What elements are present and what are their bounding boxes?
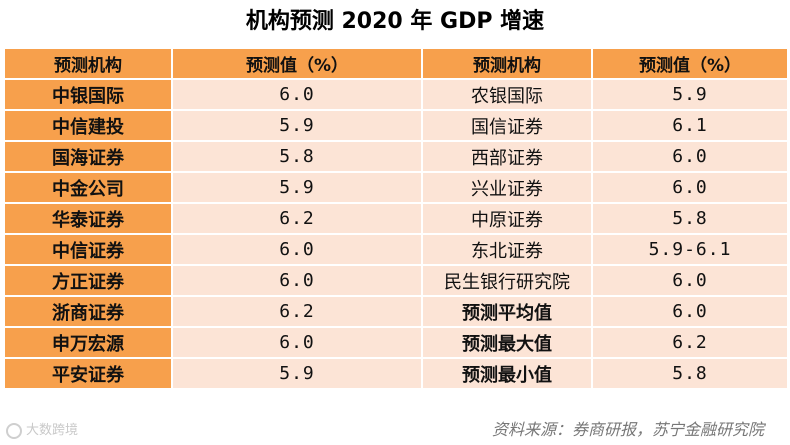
value-right: 5.8 (591, 202, 789, 235)
summary-value-min: 5.8 (591, 357, 789, 390)
gdp-forecast-table: 预测机构 预测值（%） 预测机构 预测值（%） 中银国际 6.0 农银国际 5.… (3, 47, 789, 390)
source-note: 资料来源：券商研报，苏宁金融研究院 (491, 420, 764, 439)
table-row: 平安证券 5.9 预测最小值 5.8 (3, 357, 789, 390)
value-left: 6.2 (171, 202, 423, 235)
org-right: 西部证券 (421, 140, 593, 173)
org-left: 中银国际 (3, 78, 173, 111)
table-title: 机构预测 2020 年 GDP 增速 (245, 9, 545, 34)
watermark-logo-icon (6, 422, 22, 439)
org-left: 浙商证券 (3, 295, 173, 328)
value-right: 6.0 (591, 264, 789, 297)
header-org-2: 预测机构 (421, 47, 593, 80)
summary-value-average: 6.0 (591, 295, 789, 328)
org-right: 中原证券 (421, 202, 593, 235)
value-left: 6.0 (171, 264, 423, 297)
value-left: 6.2 (171, 295, 423, 328)
header-value-1: 预测值（%） (171, 47, 423, 80)
org-right: 民生银行研究院 (421, 264, 593, 297)
value-left: 6.0 (171, 326, 423, 359)
org-right: 兴业证券 (421, 171, 593, 204)
header-value-2: 预测值（%） (591, 47, 789, 80)
table-row: 申万宏源 6.0 预测最大值 6.2 (3, 326, 789, 359)
org-right: 农银国际 (421, 78, 593, 111)
value-left: 5.9 (171, 171, 423, 204)
summary-label-min: 预测最小值 (421, 357, 593, 390)
table-row: 中金公司 5.9 兴业证券 6.0 (3, 171, 789, 204)
org-left: 中金公司 (3, 171, 173, 204)
value-left: 6.0 (171, 78, 423, 111)
summary-value-max: 6.2 (591, 326, 789, 359)
value-left: 5.8 (171, 140, 423, 173)
value-right: 5.9-6.1 (591, 233, 789, 266)
value-left: 6.0 (171, 233, 423, 266)
watermark-text: 大数跨境 (26, 423, 79, 438)
table-row: 中信建投 5.9 国信证券 6.1 (3, 109, 789, 142)
org-left: 申万宏源 (3, 326, 173, 359)
header-org-1: 预测机构 (3, 47, 173, 80)
table-row: 浙商证券 6.2 预测平均值 6.0 (3, 295, 789, 328)
org-left: 国海证券 (3, 140, 173, 173)
value-right: 6.0 (591, 171, 789, 204)
value-right: 6.1 (591, 109, 789, 142)
table-row: 中信证券 6.0 东北证券 5.9-6.1 (3, 233, 789, 266)
table-row: 中银国际 6.0 农银国际 5.9 (3, 78, 789, 111)
value-left: 5.9 (171, 109, 423, 142)
watermark: 大数跨境 (6, 420, 78, 442)
value-right: 6.0 (591, 140, 789, 173)
org-left: 华泰证券 (3, 202, 173, 235)
org-left: 中信建投 (3, 109, 173, 142)
table-row: 华泰证券 6.2 中原证券 5.8 (3, 202, 789, 235)
org-left: 方正证券 (3, 264, 173, 297)
org-right: 国信证券 (421, 109, 593, 142)
summary-label-average: 预测平均值 (421, 295, 593, 328)
table-row: 方正证券 6.0 民生银行研究院 6.0 (3, 264, 789, 297)
org-right: 东北证券 (421, 233, 593, 266)
table-row: 国海证券 5.8 西部证券 6.0 (3, 140, 789, 173)
value-left: 5.9 (171, 357, 423, 390)
value-right: 5.9 (591, 78, 789, 111)
header-row: 预测机构 预测值（%） 预测机构 预测值（%） (3, 47, 789, 80)
org-left: 平安证券 (3, 357, 173, 390)
summary-label-max: 预测最大值 (421, 326, 593, 359)
org-left: 中信证券 (3, 233, 173, 266)
